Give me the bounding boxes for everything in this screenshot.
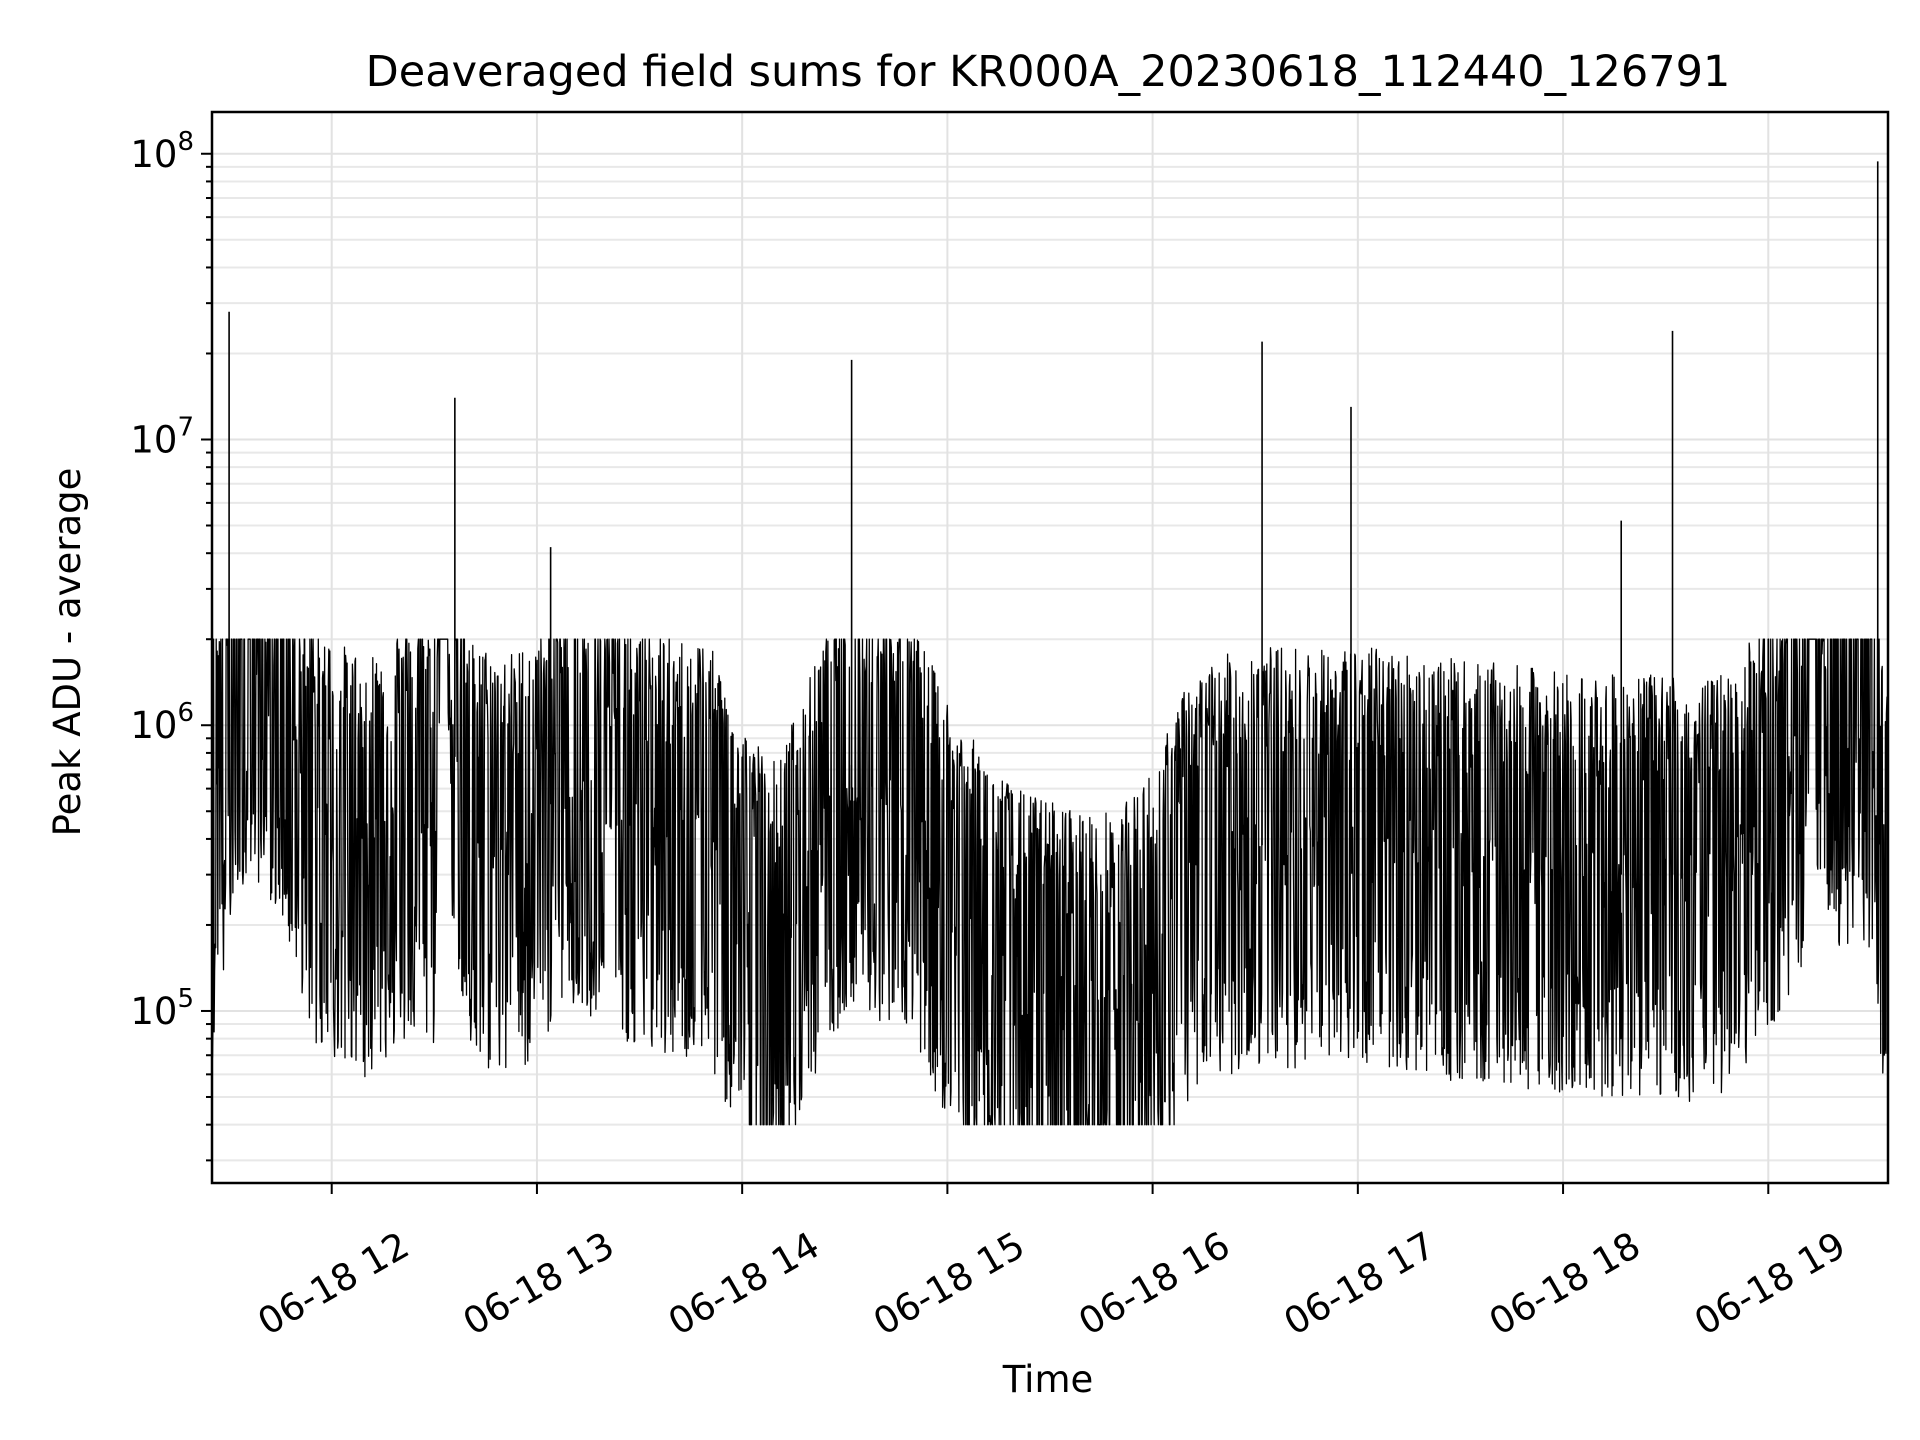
y-tick-base: 10 [130, 418, 177, 461]
chart-title: Deaveraged field sums for KR000A_2023061… [366, 47, 1731, 97]
y-tick-base: 10 [130, 133, 177, 176]
y-tick-label: 108 [130, 127, 194, 176]
y-tick-exponent: 6 [177, 698, 194, 728]
y-tick-label: 107 [130, 412, 194, 461]
series-layer [211, 161, 1889, 1126]
series-line [211, 638, 1889, 1126]
y-tick-base: 10 [130, 990, 177, 1033]
x-axis-label: Time [1002, 1358, 1094, 1401]
y-tick-label: 106 [130, 698, 194, 747]
y-tick-exponent: 5 [177, 984, 194, 1014]
y-tick-exponent: 8 [177, 127, 194, 157]
y-axis-label: Peak ADU - average [46, 468, 89, 837]
y-tick-label: 105 [130, 984, 194, 1033]
y-tick-exponent: 7 [177, 412, 194, 442]
y-tick-base: 10 [130, 704, 177, 747]
plot-frame [210, 110, 1890, 1185]
